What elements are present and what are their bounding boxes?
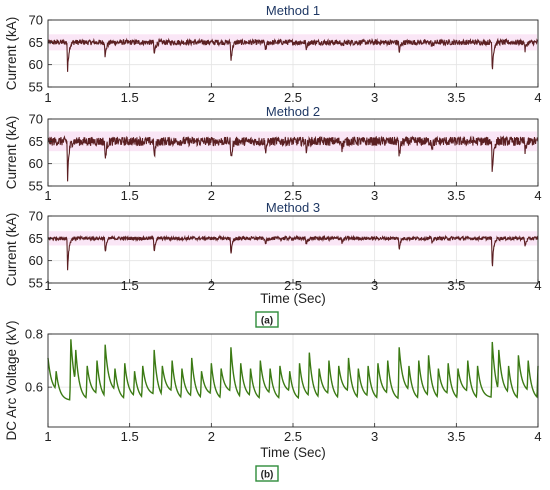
chart-title-3: Method 3: [266, 200, 320, 215]
x-tick-label-3-4: 3: [371, 278, 378, 293]
y-tick-label-2-1: 60: [29, 156, 43, 171]
x-tick-label-4-3: 2.5: [284, 429, 302, 444]
y-tick-label-1-3: 70: [29, 13, 43, 28]
x-tick-label-2-4: 3: [371, 188, 378, 203]
y-tick-label-4-0: 0.6: [25, 380, 43, 395]
y-tick-label-3-2: 65: [29, 231, 43, 246]
y-tick-label-3-3: 70: [29, 209, 43, 224]
panel-a-tag-box: [255, 311, 279, 328]
x-tick-label-2-1: 1.5: [121, 188, 139, 203]
x-tick-label-2-0: 1: [44, 188, 51, 203]
series-line-4: [47, 339, 539, 401]
x-tick-label-1-2: 2: [208, 90, 215, 105]
y-tick-label-2-0: 55: [29, 179, 43, 194]
x-axis-label-3: Time (Sec): [260, 291, 326, 306]
panel-b-tag: (b): [255, 465, 279, 482]
x-tick-label-4-2: 2: [208, 429, 215, 444]
y-tick-label-1-1: 60: [29, 57, 43, 72]
x-tick-label-3-5: 3.5: [447, 278, 465, 293]
y-axis-label-1: Current (kA): [4, 17, 19, 91]
y-tick-label-2-2: 65: [29, 134, 43, 149]
x-tick-label-3-3: 2.5: [284, 278, 302, 293]
panel-3: 1 1.5 2 2.5 3 3.5 4 55 60 65 70 Method 3 Time (Sec) C…: [4, 200, 542, 306]
panel-a-tag-label: (a): [261, 316, 273, 327]
x-tick-label-1-5: 3.5: [447, 90, 465, 105]
panels-group: 1 1.5 2 2.5 3 3.5 4 55 60 65 70 Method 1 Current (kA…: [4, 3, 542, 460]
x-tick-label-2-5: 3.5: [447, 188, 465, 203]
panel-4: 1 1.5 2 2.5 3 3.5 4 0.6 0.8 Time (Sec) DC Arc Volt…: [4, 320, 542, 460]
series-line-3: [47, 234, 539, 271]
x-tick-label-3-6: 4: [534, 278, 541, 293]
y-axis-label-2: Current (kA): [4, 116, 19, 190]
y-axis-label-3: Current (kA): [4, 213, 19, 287]
x-tick-label-4-6: 4: [534, 429, 541, 444]
x-axis-label-4: Time (Sec): [260, 445, 326, 460]
panel-b-tag-box: [255, 465, 279, 482]
x-tick-label-1-0: 1: [44, 90, 51, 105]
series-line-1: [47, 37, 539, 72]
x-tick-label-1-4: 3: [371, 90, 378, 105]
panel-a-tag: (a): [255, 311, 279, 328]
x-tick-label-2-3: 2.5: [284, 188, 302, 203]
x-tick-label-1-6: 4: [534, 90, 541, 105]
panel-1: 1 1.5 2 2.5 3 3.5 4 55 60 65 70 Method 1 Current (kA…: [4, 3, 542, 105]
y-tick-label-1-0: 55: [29, 80, 43, 95]
x-tick-label-3-0: 1: [44, 278, 51, 293]
y-tick-label-3-1: 60: [29, 253, 43, 268]
y-tick-label-4-1: 0.8: [25, 327, 43, 342]
x-tick-label-4-5: 3.5: [447, 429, 465, 444]
series-line-2: [47, 135, 539, 182]
chart-title-1: Method 1: [266, 3, 320, 18]
y-tick-label-1-2: 65: [29, 35, 43, 50]
y-axis-label-4: DC Arc Voltage (kV): [4, 320, 19, 440]
x-tick-label-2-2: 2: [208, 188, 215, 203]
panel-2: 1 1.5 2 2.5 3 3.5 4 55 60 65 70 Method 2 Current (kA…: [4, 104, 542, 203]
x-tick-label-4-0: 1: [44, 429, 51, 444]
x-tick-label-3-1: 1.5: [121, 278, 139, 293]
x-tick-label-4-1: 1.5: [121, 429, 139, 444]
x-tick-label-2-6: 4: [534, 188, 541, 203]
x-tick-label-3-2: 2: [208, 278, 215, 293]
x-tick-label-1-3: 2.5: [284, 90, 302, 105]
y-tick-label-3-0: 55: [29, 276, 43, 291]
panel-b-tag-label: (b): [261, 470, 274, 481]
chart-title-2: Method 2: [266, 104, 320, 119]
x-tick-label-1-1: 1.5: [121, 90, 139, 105]
x-tick-label-4-4: 3: [371, 429, 378, 444]
y-tick-label-2-3: 70: [29, 112, 43, 127]
